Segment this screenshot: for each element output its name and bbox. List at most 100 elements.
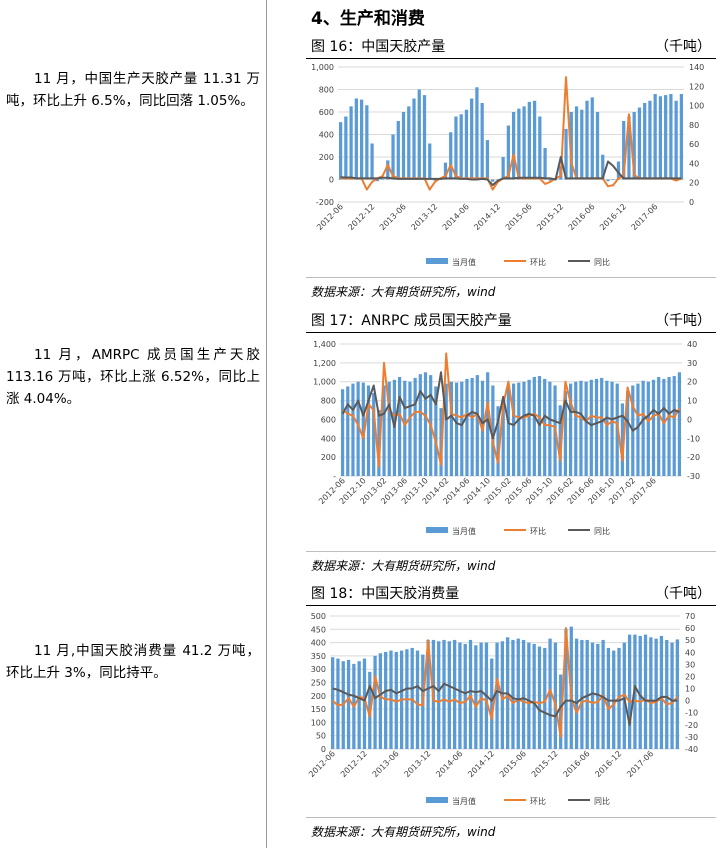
bar: [564, 128, 568, 180]
bar: [349, 106, 353, 180]
y-tick-label-left: 400: [319, 131, 334, 140]
figure-title-text: 图 17：ANRPC 成员国天胶产量: [311, 313, 512, 329]
y-tick-label-right: 30: [687, 359, 697, 368]
bar: [408, 381, 412, 476]
bar: [380, 179, 385, 180]
y-tick-label-left: 200: [321, 453, 336, 462]
bar: [359, 99, 364, 180]
bar: [580, 109, 584, 180]
bar: [397, 377, 402, 476]
series-line: [342, 352, 681, 468]
bar: [605, 380, 609, 476]
y-tick-label-left: 0: [329, 176, 334, 185]
bar: [643, 103, 647, 180]
bar: [516, 638, 520, 749]
bar: [543, 378, 547, 476]
bar: [500, 641, 504, 749]
bar: [442, 639, 446, 749]
bar: [667, 377, 671, 476]
bar: [527, 101, 531, 180]
bar: [401, 112, 406, 180]
bar: [460, 381, 464, 476]
bar: [637, 107, 642, 180]
bar: [354, 98, 358, 180]
chart-16: -200 0 200 400 600 800 1,000 0 20 40 60 80 100 120 140…: [311, 63, 704, 267]
bar: [412, 98, 416, 180]
bar: [370, 143, 374, 180]
bar: [346, 386, 350, 476]
bar: [501, 400, 505, 476]
y-tick-label-right: 20: [687, 378, 697, 387]
y-tick-label-left: 800: [319, 86, 334, 95]
bar: [606, 179, 610, 182]
bar: [611, 179, 615, 180]
y-tick-label-right: 60: [685, 624, 695, 633]
bar: [543, 148, 547, 180]
x-tick-label: 2014-06: [434, 749, 464, 779]
figure-17-source: 数据来源：大有期货研究所，wind: [311, 559, 496, 573]
bar: [344, 116, 348, 180]
series-line: [340, 156, 682, 187]
bar: [527, 379, 531, 476]
bar: [511, 383, 516, 476]
bar: [657, 377, 661, 476]
x-tick-label: 2017-06: [630, 202, 660, 232]
bar: [351, 383, 355, 476]
legend-swatch-bar: [426, 527, 448, 533]
bar: [664, 95, 668, 180]
figure-18-source: 数据来源：大有期货研究所，wind: [311, 825, 496, 839]
bar: [627, 634, 632, 749]
bar: [564, 629, 568, 749]
bar: [675, 639, 679, 749]
y-tick-label-right: 10: [687, 397, 697, 406]
bar: [532, 377, 536, 476]
bar: [649, 637, 653, 749]
bar: [465, 378, 469, 476]
bar: [365, 105, 369, 180]
figure-16-rule: [306, 58, 716, 59]
bar: [679, 94, 684, 180]
y-tick-label-left: 400: [321, 434, 336, 443]
x-tick-label: 2015-06: [498, 749, 528, 779]
bar: [486, 372, 490, 476]
bar: [452, 639, 457, 749]
bar: [463, 643, 467, 749]
bar: [616, 161, 621, 180]
y-tick-label-right: -10: [687, 434, 700, 443]
x-tick-label: 2014-12: [466, 749, 496, 779]
bar: [559, 674, 563, 749]
x-tick-label: 2013-12: [409, 202, 439, 232]
y-tick-label-left: 100: [311, 718, 326, 727]
y-tick-label-left: 250: [311, 679, 326, 688]
y-tick-label-right: -20: [685, 721, 698, 730]
bar: [517, 108, 521, 180]
bar: [563, 391, 568, 476]
y-tick-label-right: 20: [689, 179, 699, 188]
bar: [677, 372, 682, 476]
legend-label: 环比: [530, 796, 546, 806]
bar: [625, 391, 630, 476]
bar: [674, 100, 678, 180]
bar: [538, 116, 542, 180]
y-tick-label-left: -: [333, 472, 336, 481]
bar: [662, 378, 666, 476]
bar: [648, 100, 652, 180]
bar: [372, 393, 376, 476]
figure-18-title: 图 18：中国天胶消费量 （千吨）: [311, 584, 711, 604]
y-tick-label-right: 20: [685, 672, 695, 681]
section-title: 4、生产和消费: [311, 9, 425, 29]
y-tick-label-left: 350: [311, 652, 326, 661]
y-tick-label-right: -30: [687, 472, 700, 481]
bar: [366, 385, 371, 476]
bar: [517, 382, 521, 476]
bar: [496, 406, 500, 476]
legend-label: 同比: [594, 526, 610, 536]
bar: [579, 380, 583, 476]
y-tick-label-right: -40: [685, 745, 698, 754]
y-tick-label-right: 50: [685, 636, 695, 645]
figure-title-text: 图 16：中国天胶产量: [311, 39, 446, 55]
bar: [506, 385, 511, 476]
bar: [491, 385, 495, 476]
y-tick-label-left: 0: [321, 745, 326, 754]
bar: [387, 381, 391, 476]
